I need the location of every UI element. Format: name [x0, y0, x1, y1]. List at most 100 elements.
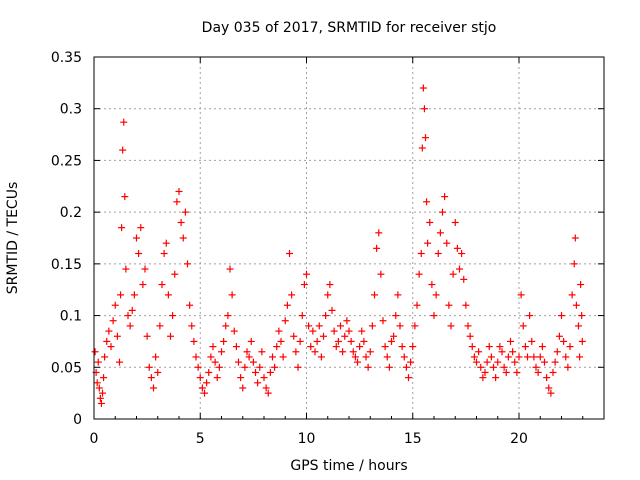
data-point — [447, 322, 455, 330]
data-point — [419, 84, 427, 92]
data-point — [201, 389, 208, 397]
data-point — [194, 363, 202, 371]
data-point — [375, 229, 383, 237]
data-point — [177, 218, 185, 226]
data-point — [575, 322, 582, 330]
data-point — [156, 322, 164, 330]
data-point — [260, 374, 268, 382]
data-point — [524, 353, 531, 361]
data-point — [103, 337, 111, 345]
data-point — [417, 250, 425, 258]
data-point — [513, 368, 521, 376]
data-point — [441, 193, 449, 201]
data-point — [485, 343, 493, 351]
data-point — [324, 291, 332, 299]
data-point — [494, 358, 502, 366]
data-point — [252, 368, 259, 376]
data-point — [162, 239, 170, 247]
data-point — [139, 281, 147, 289]
data-point — [543, 374, 551, 382]
data-point — [337, 322, 344, 330]
data-point — [169, 312, 177, 320]
data-point — [196, 374, 204, 382]
data-point — [290, 332, 298, 340]
data-point — [101, 353, 109, 361]
data-point — [141, 265, 149, 273]
data-point — [409, 343, 417, 351]
data-point — [339, 348, 347, 356]
data-point — [277, 337, 285, 345]
data-point — [303, 270, 310, 278]
data-point — [460, 275, 468, 283]
data-point — [322, 312, 330, 320]
data-point — [388, 337, 395, 345]
data-point — [560, 337, 568, 345]
data-point — [122, 265, 130, 273]
data-point — [445, 301, 453, 309]
data-point — [247, 337, 255, 345]
data-point — [164, 291, 172, 299]
data-point — [152, 353, 160, 361]
data-point — [95, 384, 103, 392]
data-point — [300, 281, 308, 289]
y-tick-label: 0.1 — [60, 309, 82, 325]
data-point — [254, 379, 262, 387]
data-point — [334, 337, 342, 345]
data-point — [354, 358, 361, 366]
data-point — [428, 281, 436, 289]
data-point — [222, 322, 230, 330]
data-point — [360, 337, 368, 345]
data-point — [239, 384, 247, 392]
data-point — [383, 353, 391, 361]
data-point — [572, 301, 580, 309]
data-point — [538, 343, 546, 351]
data-point — [283, 301, 291, 309]
data-point — [160, 250, 168, 258]
data-point — [109, 317, 117, 325]
data-point — [483, 358, 491, 366]
data-point — [332, 343, 340, 351]
data-point — [91, 348, 99, 356]
data-point — [186, 301, 194, 309]
data-point — [534, 368, 542, 376]
data-point — [390, 332, 398, 340]
data-point — [105, 327, 113, 335]
data-point — [243, 348, 251, 356]
data-point — [232, 343, 240, 351]
data-point — [541, 358, 548, 366]
data-point — [392, 312, 400, 320]
data-point — [190, 337, 198, 345]
data-point — [521, 343, 529, 351]
data-point — [147, 374, 155, 382]
data-point — [547, 389, 555, 397]
data-points — [91, 84, 586, 407]
data-point — [498, 348, 506, 356]
data-point — [402, 363, 410, 371]
data-point — [224, 312, 232, 320]
data-point — [420, 105, 428, 113]
data-point — [230, 327, 238, 335]
data-point — [119, 146, 127, 154]
data-point — [181, 208, 189, 216]
data-point — [305, 322, 313, 330]
data-point — [273, 343, 281, 351]
x-tick-label: 20 — [510, 431, 528, 447]
data-point — [381, 343, 389, 351]
data-point — [220, 337, 228, 345]
data-point — [228, 291, 236, 299]
data-point — [167, 332, 174, 340]
data-point — [509, 348, 517, 356]
data-point — [570, 260, 578, 268]
data-point — [133, 234, 140, 242]
data-point — [468, 343, 476, 351]
data-point — [436, 229, 444, 237]
data-point — [502, 368, 510, 376]
data-point — [203, 379, 211, 387]
data-point — [366, 348, 374, 356]
data-point — [385, 363, 393, 371]
data-point — [456, 265, 463, 273]
y-tick-label: 0.25 — [51, 153, 82, 169]
data-point — [341, 332, 349, 340]
